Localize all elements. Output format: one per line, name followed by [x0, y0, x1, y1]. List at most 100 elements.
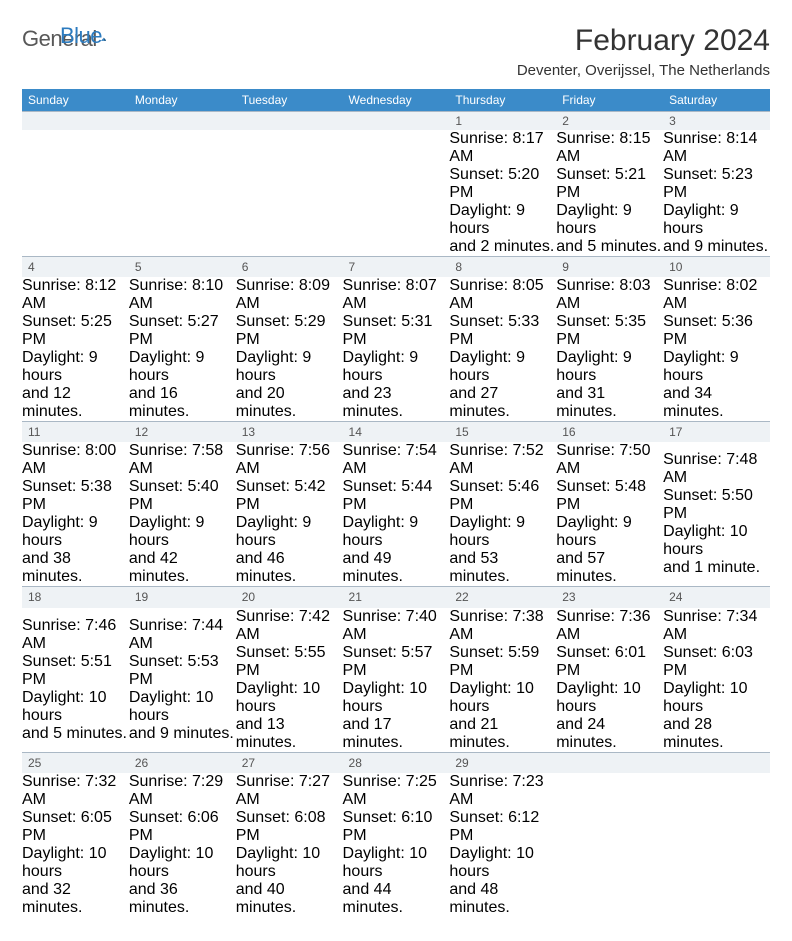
day-info-line: Sunrise: 8:12 AM [22, 277, 129, 313]
day-cell: Sunrise: 7:34 AMSunset: 6:03 PMDaylight:… [663, 608, 770, 753]
day-info-line: Daylight: 9 hours [236, 349, 343, 385]
day-cell: Sunrise: 8:09 AMSunset: 5:29 PMDaylight:… [236, 277, 343, 422]
day-info-line: and 36 minutes. [129, 881, 236, 917]
day-number: 29 [449, 752, 556, 773]
day-number: 20 [236, 587, 343, 608]
day-info-line: and 1 minute. [663, 559, 770, 577]
day-info-line: Sunrise: 7:56 AM [236, 442, 343, 478]
day-info-line: Sunrise: 8:09 AM [236, 277, 343, 313]
day-number: 19 [129, 587, 236, 608]
day-number: 9 [556, 257, 663, 278]
day-info-line: Sunrise: 7:40 AM [343, 608, 450, 644]
day-info-line: Sunrise: 8:17 AM [449, 130, 556, 166]
day-cell [236, 130, 343, 257]
day-number: 25 [22, 752, 129, 773]
day-info-line: Daylight: 9 hours [129, 349, 236, 385]
day-info-line: Daylight: 10 hours [663, 680, 770, 716]
day-info-line: Sunset: 5:23 PM [663, 166, 770, 202]
day-info-line: and 21 minutes. [449, 716, 556, 752]
day-info-line: and 46 minutes. [236, 550, 343, 586]
day-info-line: Sunrise: 7:54 AM [343, 442, 450, 478]
day-info-line: Daylight: 10 hours [236, 845, 343, 881]
day-cell: Sunrise: 7:38 AMSunset: 5:59 PMDaylight:… [449, 608, 556, 753]
day-cell: Sunrise: 8:07 AMSunset: 5:31 PMDaylight:… [343, 277, 450, 422]
day-header-fri: Friday [556, 89, 663, 112]
day-cell: Sunrise: 7:52 AMSunset: 5:46 PMDaylight:… [449, 442, 556, 587]
day-info-line: Sunset: 6:06 PM [129, 809, 236, 845]
day-info-line: and 31 minutes. [556, 385, 663, 421]
day-info-line: Daylight: 9 hours [449, 514, 556, 550]
day-number: 22 [449, 587, 556, 608]
day-number: 13 [236, 422, 343, 443]
day-info-line: Sunset: 5:33 PM [449, 313, 556, 349]
day-info-line: and 5 minutes. [556, 238, 663, 256]
day-cell: Sunrise: 7:36 AMSunset: 6:01 PMDaylight:… [556, 608, 663, 753]
day-header-tue: Tuesday [236, 89, 343, 112]
day-cell: Sunrise: 7:48 AMSunset: 5:50 PMDaylight:… [663, 442, 770, 587]
day-info-line: Sunrise: 8:03 AM [556, 277, 663, 313]
day-info-line: Sunset: 6:01 PM [556, 644, 663, 680]
day-info-line: and 34 minutes. [663, 385, 770, 421]
calendar-page: General Blue February 2024 Deventer, Ove… [0, 0, 792, 941]
day-info-line: Sunset: 5:42 PM [236, 478, 343, 514]
day-info-line: Sunset: 5:44 PM [343, 478, 450, 514]
day-info-line: and 48 minutes. [449, 881, 556, 917]
day-info-line: and 28 minutes. [663, 716, 770, 752]
day-info-line: and 42 minutes. [129, 550, 236, 586]
day-header-mon: Monday [129, 89, 236, 112]
day-number: 27 [236, 752, 343, 773]
day-info-line: Daylight: 9 hours [449, 349, 556, 385]
day-info-line: Sunset: 5:59 PM [449, 644, 556, 680]
day-info-line: and 32 minutes. [22, 881, 129, 917]
day-info-line: and 23 minutes. [343, 385, 450, 421]
day-info-line: Sunset: 5:46 PM [449, 478, 556, 514]
day-cell: Sunrise: 7:40 AMSunset: 5:57 PMDaylight:… [343, 608, 450, 753]
day-info-line: Sunset: 5:48 PM [556, 478, 663, 514]
header: General Blue February 2024 Deventer, Ove… [22, 24, 770, 79]
day-info-line: Sunset: 5:57 PM [343, 644, 450, 680]
day-info-line: Daylight: 10 hours [129, 845, 236, 881]
day-info-line: Daylight: 9 hours [663, 202, 770, 238]
day-info-line: Sunrise: 7:25 AM [343, 773, 450, 809]
month-title: February 2024 [517, 24, 770, 58]
day-number: 10 [663, 257, 770, 278]
day-info-line: Daylight: 9 hours [556, 514, 663, 550]
day-info-line: Sunset: 5:50 PM [663, 487, 770, 523]
day-cell [129, 130, 236, 257]
day-number: 18 [22, 587, 129, 608]
day-info-line: Daylight: 10 hours [343, 845, 450, 881]
day-info-line: Sunrise: 8:00 AM [22, 442, 129, 478]
day-info-line: and 5 minutes. [22, 725, 129, 743]
day-info-line: Sunrise: 7:46 AM [22, 617, 129, 653]
day-cell: Sunrise: 8:10 AMSunset: 5:27 PMDaylight:… [129, 277, 236, 422]
day-info-line: Daylight: 10 hours [236, 680, 343, 716]
day-info-line: Sunset: 5:38 PM [22, 478, 129, 514]
day-header-wed: Wednesday [343, 89, 450, 112]
day-number: 5 [129, 257, 236, 278]
day-info-line: Daylight: 9 hours [129, 514, 236, 550]
day-number: 15 [449, 422, 556, 443]
day-number: 21 [343, 587, 450, 608]
day-info-line: Sunrise: 7:50 AM [556, 442, 663, 478]
info-row: Sunrise: 7:46 AMSunset: 5:51 PMDaylight:… [22, 608, 770, 753]
day-info-line: Sunrise: 8:07 AM [343, 277, 450, 313]
day-info-line: Sunrise: 8:05 AM [449, 277, 556, 313]
day-header-row: Sunday Monday Tuesday Wednesday Thursday… [22, 89, 770, 112]
day-number: 16 [556, 422, 663, 443]
day-info-line: Sunrise: 7:48 AM [663, 451, 770, 487]
day-number [663, 752, 770, 773]
day-info-line: Daylight: 9 hours [556, 202, 663, 238]
info-row: Sunrise: 8:12 AMSunset: 5:25 PMDaylight:… [22, 277, 770, 422]
day-info-line: Daylight: 10 hours [22, 689, 129, 725]
logo-text-2: Blue [60, 23, 102, 49]
daynum-row: 11121314151617 [22, 422, 770, 443]
day-info-line: Sunrise: 7:42 AM [236, 608, 343, 644]
day-header-sun: Sunday [22, 89, 129, 112]
day-cell: Sunrise: 7:23 AMSunset: 6:12 PMDaylight:… [449, 773, 556, 917]
daynum-row: 2526272829 [22, 752, 770, 773]
day-info-line: Sunrise: 7:44 AM [129, 617, 236, 653]
day-cell: Sunrise: 7:42 AMSunset: 5:55 PMDaylight:… [236, 608, 343, 753]
day-number: 24 [663, 587, 770, 608]
day-number: 8 [449, 257, 556, 278]
day-cell: Sunrise: 7:44 AMSunset: 5:53 PMDaylight:… [129, 608, 236, 753]
